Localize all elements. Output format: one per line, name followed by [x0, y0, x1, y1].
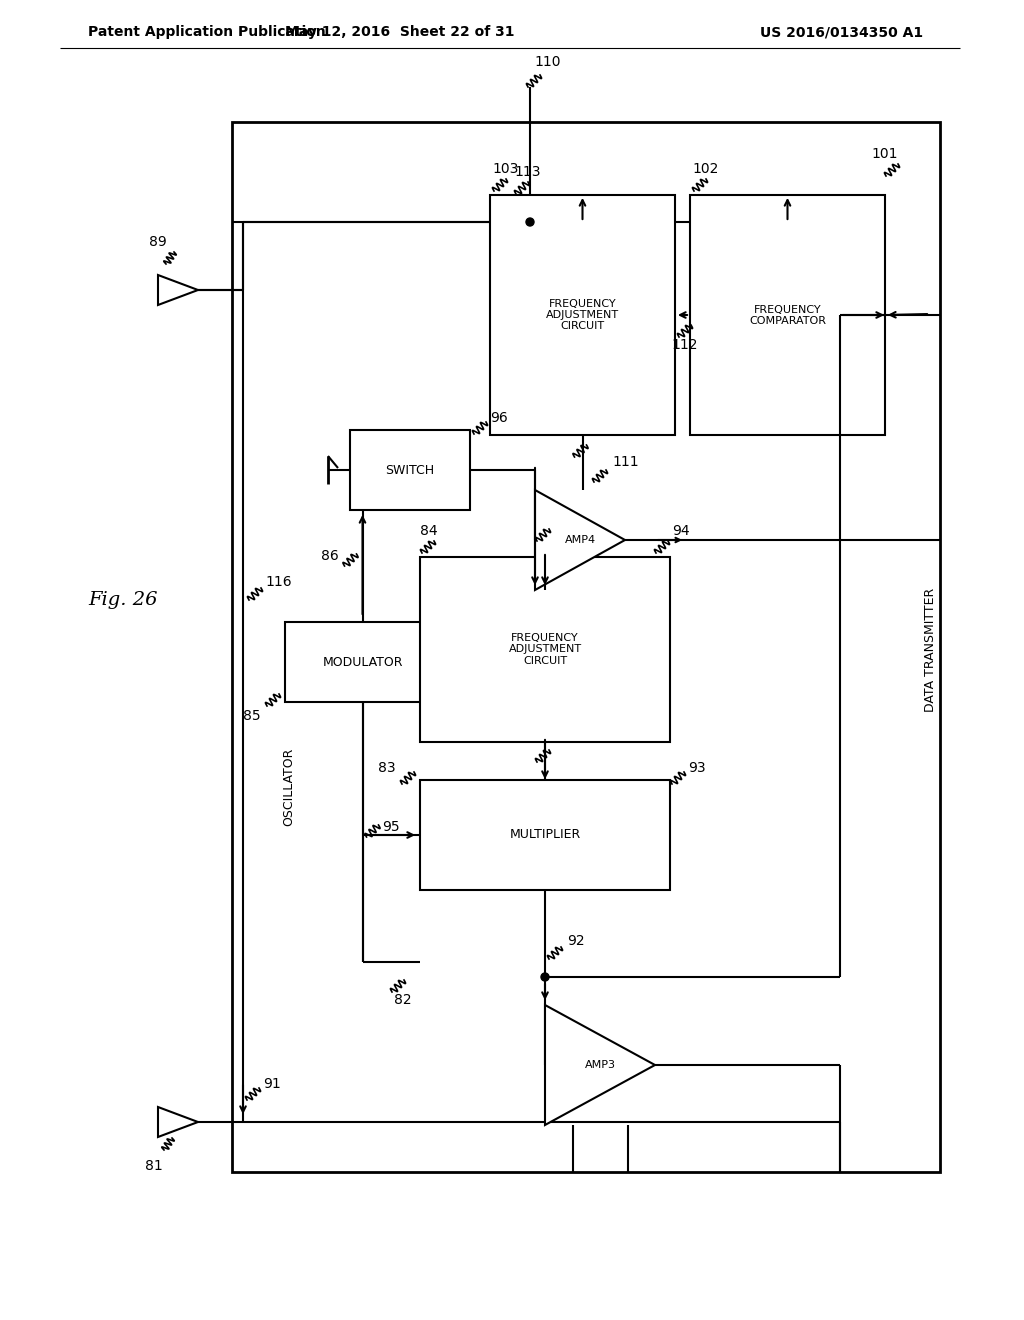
- Bar: [420, 780, 670, 890]
- Circle shape: [526, 218, 534, 226]
- Text: 95: 95: [383, 820, 400, 834]
- Text: 93: 93: [688, 762, 706, 775]
- Polygon shape: [545, 1005, 655, 1125]
- Text: 112: 112: [672, 338, 698, 352]
- Text: 113: 113: [515, 165, 542, 180]
- Bar: [690, 195, 885, 436]
- Text: ADJUSTMENT: ADJUSTMENT: [546, 310, 620, 319]
- Bar: [390, 510, 785, 972]
- Text: 111: 111: [612, 455, 639, 469]
- Text: 86: 86: [321, 549, 339, 564]
- Polygon shape: [158, 1107, 198, 1137]
- Text: Fig. 26: Fig. 26: [88, 591, 158, 609]
- Text: FREQUENCY: FREQUENCY: [754, 305, 821, 314]
- Text: AMP4: AMP4: [564, 535, 596, 545]
- Bar: [490, 195, 675, 436]
- Bar: [480, 180, 900, 450]
- Text: AMP3: AMP3: [585, 1060, 615, 1071]
- Text: FREQUENCY: FREQUENCY: [549, 300, 616, 309]
- Text: MULTIPLIER: MULTIPLIER: [509, 829, 581, 842]
- Text: SWITCH: SWITCH: [385, 463, 434, 477]
- Text: 96: 96: [490, 411, 508, 425]
- Bar: [285, 622, 440, 702]
- Text: 102: 102: [692, 162, 719, 176]
- Text: 110: 110: [535, 55, 561, 69]
- Text: ADJUSTMENT: ADJUSTMENT: [509, 644, 582, 655]
- Text: 92: 92: [567, 935, 585, 948]
- Polygon shape: [535, 490, 625, 590]
- Bar: [275, 602, 530, 972]
- Text: 103: 103: [492, 162, 518, 176]
- Text: 82: 82: [394, 993, 412, 1007]
- Bar: [420, 557, 670, 742]
- Text: 116: 116: [265, 576, 292, 589]
- Text: OSCILLATOR: OSCILLATOR: [283, 748, 296, 826]
- Text: COMPARATOR: COMPARATOR: [749, 315, 826, 326]
- Text: CIRCUIT: CIRCUIT: [523, 656, 567, 665]
- Text: 91: 91: [263, 1077, 281, 1092]
- Text: 89: 89: [150, 235, 167, 249]
- Text: MODULATOR: MODULATOR: [323, 656, 402, 668]
- Bar: [350, 430, 470, 510]
- Text: 81: 81: [145, 1159, 163, 1173]
- Text: 101: 101: [871, 147, 898, 161]
- Text: DATA TRANSMITTER: DATA TRANSMITTER: [924, 587, 937, 711]
- Text: 85: 85: [244, 709, 261, 723]
- Bar: [232, 121, 940, 1172]
- Circle shape: [541, 973, 549, 981]
- Text: US 2016/0134350 A1: US 2016/0134350 A1: [760, 25, 923, 40]
- Polygon shape: [158, 275, 198, 305]
- Text: 83: 83: [379, 762, 396, 775]
- Text: May 12, 2016  Sheet 22 of 31: May 12, 2016 Sheet 22 of 31: [286, 25, 515, 40]
- Text: CIRCUIT: CIRCUIT: [560, 321, 604, 331]
- Text: 94: 94: [672, 524, 689, 539]
- Text: 84: 84: [420, 524, 437, 539]
- Text: FREQUENCY: FREQUENCY: [511, 634, 579, 644]
- Text: Patent Application Publication: Patent Application Publication: [88, 25, 326, 40]
